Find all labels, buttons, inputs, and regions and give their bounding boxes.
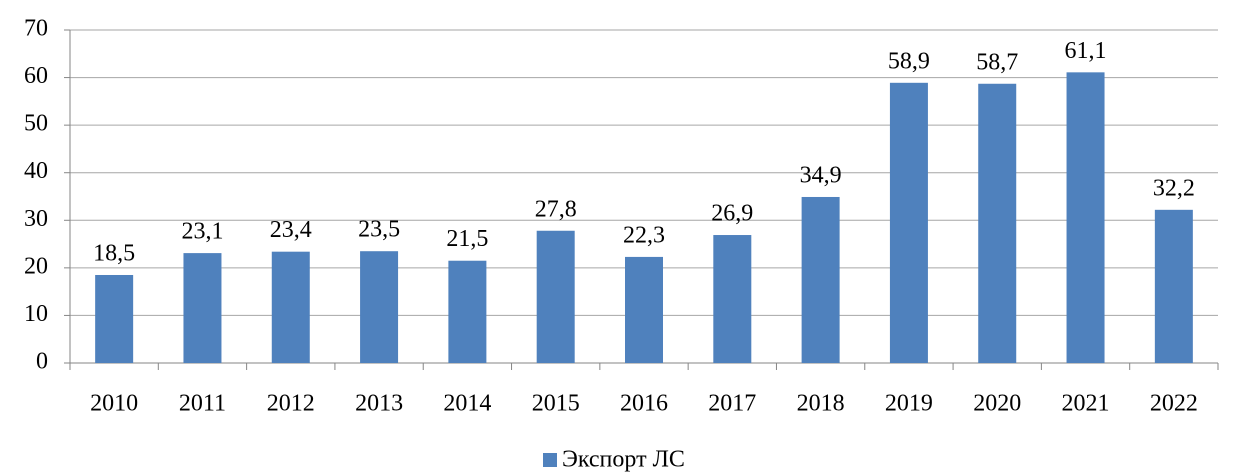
value-label: 21,5 <box>446 226 488 252</box>
value-label: 27,8 <box>535 196 577 222</box>
x-tick-label: 2016 <box>620 391 668 417</box>
bar <box>625 256 663 363</box>
value-label: 58,9 <box>888 48 930 74</box>
x-tick-label: 2014 <box>443 391 491 417</box>
legend-swatch <box>543 453 557 467</box>
y-tick-label: 30 <box>24 206 48 232</box>
bar <box>1154 209 1193 363</box>
x-tick-label: 2013 <box>355 391 403 417</box>
value-label: 26,9 <box>711 201 753 227</box>
x-tick-label: 2015 <box>532 391 580 417</box>
x-tick-label: 2010 <box>90 391 138 417</box>
value-label: 23,4 <box>270 217 312 243</box>
x-tick-label: 2022 <box>1150 391 1198 417</box>
bar <box>95 274 134 363</box>
bar <box>889 82 928 363</box>
y-tick-label: 70 <box>24 16 48 42</box>
value-label: 23,5 <box>358 217 400 243</box>
y-tick-label: 0 <box>36 349 48 375</box>
x-tick-label: 2019 <box>885 391 933 417</box>
y-tick-label: 50 <box>24 111 48 137</box>
bar <box>713 235 752 363</box>
x-tick-label: 2021 <box>1062 391 1110 417</box>
legend-label: Экспорт ЛС <box>562 447 685 473</box>
value-label: 23,1 <box>181 219 223 245</box>
value-label: 58,7 <box>976 49 1018 75</box>
x-tick-label: 2018 <box>797 391 845 417</box>
y-tick-label: 20 <box>24 253 48 279</box>
bar <box>536 230 575 363</box>
x-tick-label: 2012 <box>267 391 315 417</box>
bar <box>978 83 1017 364</box>
value-label: 18,5 <box>93 240 135 266</box>
bar <box>801 196 840 363</box>
value-label: 61,1 <box>1065 38 1107 64</box>
value-label: 34,9 <box>800 162 842 188</box>
bar <box>360 251 399 363</box>
y-tick-label: 10 <box>24 301 48 327</box>
bar <box>1066 72 1105 364</box>
y-tick-label: 40 <box>24 158 48 184</box>
value-label: 32,2 <box>1153 175 1195 201</box>
bar <box>271 251 310 363</box>
value-label: 22,3 <box>623 222 665 248</box>
bar <box>448 260 487 363</box>
x-tick-label: 2017 <box>708 391 756 417</box>
x-tick-label: 2011 <box>179 391 226 417</box>
y-tick-label: 60 <box>24 63 48 89</box>
x-tick-label: 2020 <box>973 391 1021 417</box>
bar <box>183 253 222 363</box>
